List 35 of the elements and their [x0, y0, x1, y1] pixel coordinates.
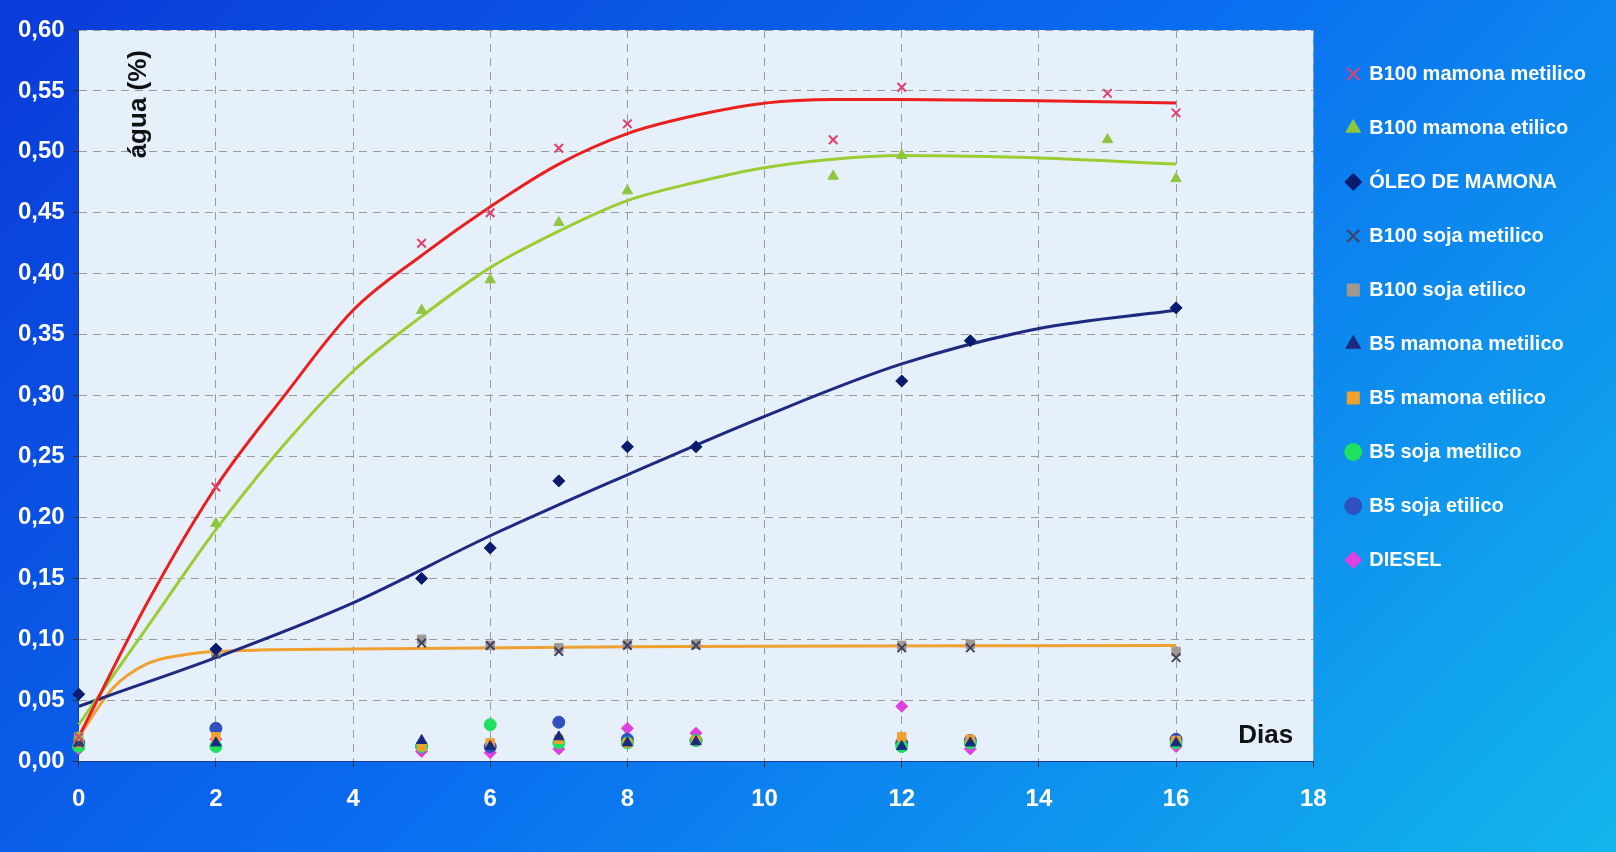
x-axis-title: Dias	[1238, 719, 1294, 750]
y-tick-label: 0,55	[17, 75, 65, 103]
x-tick-label: 0	[72, 784, 86, 812]
x-tick-label: 14	[1025, 784, 1053, 812]
x-tick-label: 2	[209, 784, 223, 812]
y-tick-label: 0,50	[17, 136, 65, 164]
legend-label: B100 mamona etilico	[1369, 115, 1569, 138]
legend-label: B100 mamona metilico	[1369, 61, 1586, 84]
x-tick-label: 8	[620, 784, 635, 812]
x-tick-label: 4	[346, 784, 361, 812]
legend-label: DIESEL	[1369, 547, 1442, 570]
legend-label: B5 mamona etilico	[1369, 385, 1546, 408]
y-tick-label: 0,25	[17, 441, 65, 469]
y-tick-label: 0,45	[17, 197, 65, 225]
legend-label: ÓLEO DE MAMONA	[1369, 168, 1558, 192]
legend-label: B5 soja etilico	[1369, 493, 1504, 516]
x-tick-label: 6	[483, 784, 497, 812]
y-tick-label: 0,05	[17, 684, 65, 712]
y-tick-label: 0,20	[17, 502, 65, 530]
legend-label: B100 soja etilico	[1369, 277, 1526, 300]
x-tick-label: 12	[888, 784, 916, 812]
x-tick-label: 16	[1162, 784, 1190, 812]
y-axis-title: água (%)	[121, 50, 152, 159]
x-tick-label: 18	[1299, 784, 1327, 812]
x-tick-label: 10	[751, 784, 778, 812]
y-tick-label: 0,15	[17, 563, 65, 591]
y-tick-label: 0,10	[17, 623, 65, 651]
y-tick-label: 0,30	[17, 380, 65, 408]
y-tick-label: 0,35	[17, 319, 65, 347]
legend-label: B5 soja metilico	[1369, 439, 1522, 462]
y-tick-label: 0,00	[17, 745, 65, 773]
y-tick-label: 0,60	[17, 14, 65, 42]
legend-label: B5 mamona metilico	[1369, 331, 1564, 354]
y-tick-label: 0,40	[17, 258, 65, 286]
legend-label: B100 soja metilico	[1369, 223, 1544, 246]
